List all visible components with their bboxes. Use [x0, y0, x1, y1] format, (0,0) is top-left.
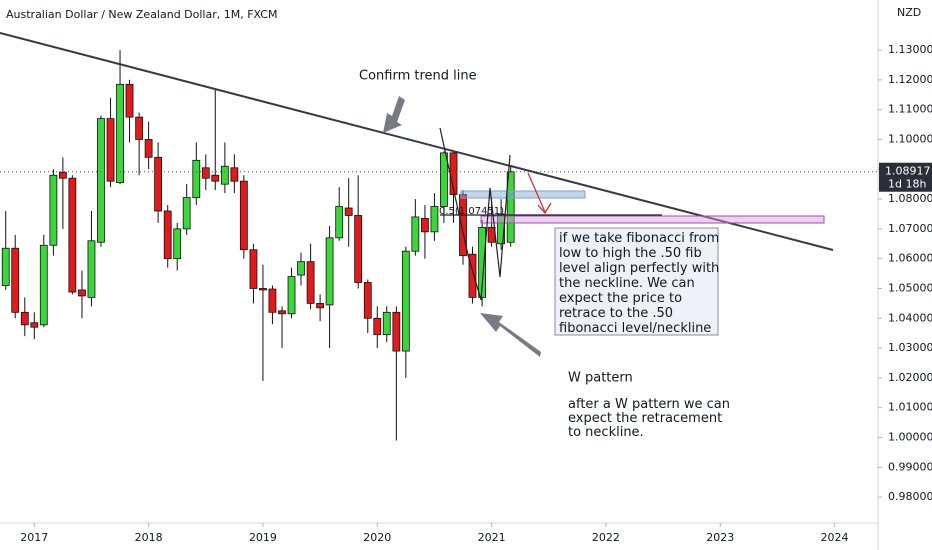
y-tick-label: 1.00000 [888, 430, 932, 443]
candle-body [173, 228, 182, 260]
candle-body [163, 210, 172, 260]
x-tick-label: 2024 [821, 531, 849, 544]
y-tick-label: 1.07000 [888, 222, 932, 235]
candle-body [154, 156, 163, 212]
candle-body [87, 240, 96, 298]
candle-body [182, 197, 191, 230]
candle-body [220, 165, 229, 185]
y-tick-label: 1.13000 [888, 43, 932, 56]
candle-body [478, 226, 486, 298]
candle-body [382, 311, 391, 336]
fib-label: 0.5(1.07451) [439, 206, 504, 217]
x-tick-label: 2023 [706, 531, 734, 544]
candle-body [1, 247, 10, 286]
red-arrow-head [537, 202, 552, 215]
candle-body [39, 244, 48, 326]
candle-body [116, 83, 124, 184]
note-box [554, 227, 719, 336]
w-arrow [480, 313, 541, 357]
y-tick-label: 1.11000 [888, 103, 932, 116]
candle-body [30, 322, 39, 328]
candle-body [211, 174, 220, 182]
candle-body [421, 218, 429, 233]
y-tick-label: 1.02000 [888, 371, 932, 384]
candle-body [497, 213, 505, 245]
candle-body [201, 167, 210, 179]
trend-label: Confirm trend line [359, 69, 477, 84]
zone-blue [460, 190, 586, 199]
x-tick-label: 2018 [135, 531, 163, 544]
candle-body [144, 139, 153, 158]
candle-body [11, 247, 20, 313]
x-tick-label: 2017 [20, 531, 48, 544]
candle-body [135, 116, 144, 140]
candle-body [78, 289, 86, 297]
y-tick-label: 1.01000 [888, 401, 932, 414]
candle-body [506, 171, 515, 243]
candle-body [49, 174, 58, 246]
red-arrow [527, 172, 546, 213]
candle-body [354, 215, 363, 283]
trend-line [0, 32, 834, 251]
candle-body [411, 216, 420, 252]
candle-body [68, 177, 77, 293]
y-tick-label: 1.08000 [888, 192, 932, 205]
y-tick-label: 1.12000 [888, 73, 932, 86]
w-pattern [439, 127, 511, 301]
candle-body [192, 159, 201, 198]
w-title: W pattern [568, 371, 633, 386]
candle-body [249, 249, 258, 289]
candle-body [440, 152, 448, 207]
candle-body [306, 261, 315, 304]
chart-title: Australian Dollar / New Zealand Dollar, … [6, 8, 277, 21]
y-tick-label: 1.05000 [888, 281, 932, 294]
note-text: if we take fibonacci from low to high th… [559, 231, 720, 336]
candle-body [125, 83, 134, 118]
y-tick-label: 0.98000 [888, 490, 932, 503]
y-tick-label: 1.06000 [888, 252, 932, 265]
x-tick-label: 2022 [592, 531, 620, 544]
candles [1, 50, 515, 441]
candle-body [363, 282, 372, 319]
candle-body [268, 288, 277, 313]
candle-body [297, 261, 305, 276]
x-tick-label: 2020 [363, 531, 391, 544]
x-tick-label: 2021 [478, 531, 506, 544]
candle-body [97, 118, 105, 243]
price-tag-countdown: 1d 18h [888, 178, 926, 191]
candle-body [287, 276, 296, 315]
y-tick-label: 1.03000 [888, 341, 932, 354]
price-tag-value: 1.08917 [885, 165, 931, 178]
currency: NZD [897, 6, 921, 19]
candle-body [430, 206, 439, 233]
candle-body [335, 206, 344, 239]
candle-body [278, 310, 286, 315]
candle-body [392, 311, 401, 352]
price-tag [879, 162, 932, 192]
w-note: after a W pattern we can expect the retr… [568, 397, 730, 440]
candle-body [401, 250, 410, 352]
y-tick-label: 1.10000 [888, 132, 932, 145]
x-tick-label: 2019 [249, 531, 277, 544]
candle-body [106, 118, 115, 182]
trend-arrow [383, 96, 405, 133]
candle-body [58, 171, 67, 179]
candle-body [325, 237, 334, 306]
candle-body [239, 180, 248, 251]
candle-body [487, 226, 496, 243]
candle-body [20, 311, 29, 326]
y-tick-label: 0.99000 [888, 460, 932, 473]
candle-body [459, 194, 467, 257]
candle-body [373, 317, 382, 336]
candle-body [316, 302, 325, 309]
candle-body [259, 288, 267, 291]
candle-body [468, 253, 477, 298]
zone-pink [480, 215, 825, 224]
candle-body [344, 207, 353, 216]
y-tick-label: 1.04000 [888, 311, 932, 324]
candle-body [230, 167, 239, 182]
